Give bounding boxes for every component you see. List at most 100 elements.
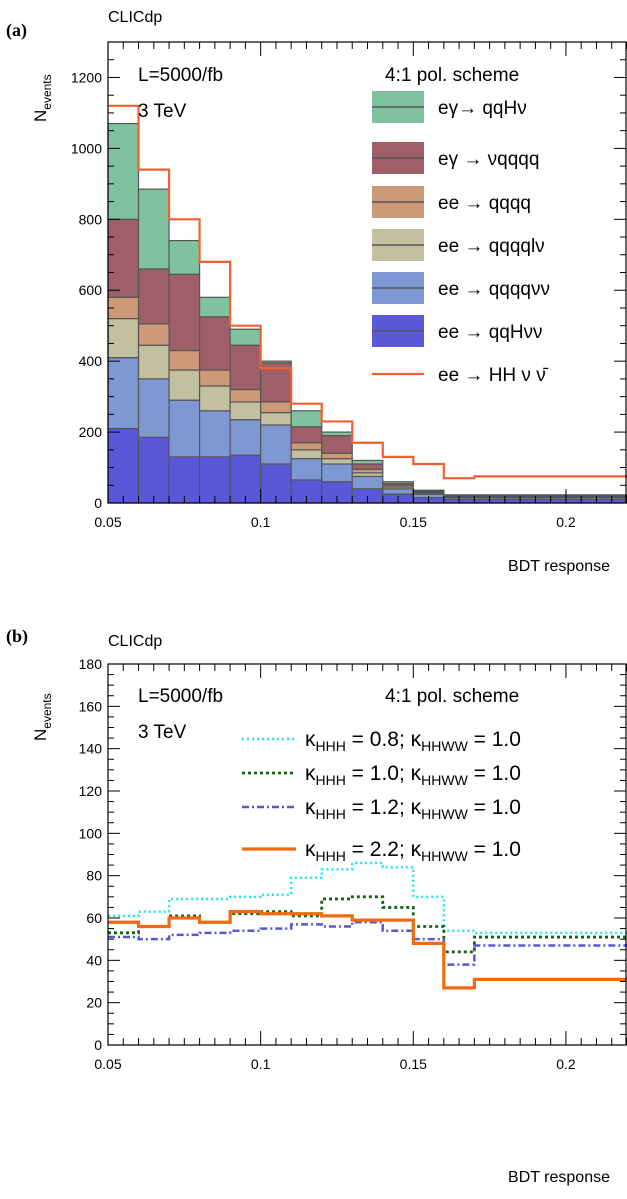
bar (198, 410, 231, 458)
y-axis-label-main: N (31, 110, 50, 122)
bar (168, 273, 201, 352)
energy-label: 3 TeV (138, 722, 187, 743)
bar (260, 401, 292, 414)
y-tick-label: 600 (79, 282, 103, 298)
x-tick-label: 0.15 (400, 514, 427, 530)
legend-mid: = 1.0; κ (346, 762, 422, 785)
bar (137, 323, 170, 346)
bar (565, 494, 598, 497)
y-tick-label: 1000 (71, 140, 102, 156)
bar (229, 454, 262, 504)
x-tick-label: 0.2 (556, 514, 576, 530)
bar (260, 411, 292, 426)
legend-label-signal: ee → HH ν ν̄ (438, 365, 549, 386)
legend-sub2: HHWW (421, 772, 468, 788)
bar (107, 218, 140, 298)
bar (198, 316, 231, 371)
legend-sub1: HHH (316, 848, 346, 864)
series-1 (107, 357, 627, 501)
bar (137, 378, 170, 438)
y-tick-label: 400 (79, 353, 103, 369)
bar (198, 369, 231, 387)
y-axis-label: Nevents (31, 74, 54, 122)
x-tick-label: 0.2 (556, 1056, 576, 1072)
y-tick-label: 0 (94, 1037, 102, 1053)
bar (260, 424, 292, 465)
polarization-label: 4:1 pol. scheme (385, 65, 519, 86)
legend-label: ee → qqqq (438, 193, 531, 214)
x-tick-label: 0.15 (400, 1056, 427, 1072)
bar (229, 401, 262, 421)
x-tick-label: 0.1 (251, 514, 271, 530)
y-tick-label: 100 (79, 825, 103, 841)
bar (137, 344, 170, 380)
header-text: CLICdp (108, 633, 162, 650)
y-axis-label-main: N (31, 729, 50, 741)
y-axis-label: Nevents (31, 693, 54, 741)
bar (168, 349, 201, 371)
y-tick-label: 120 (79, 783, 103, 799)
luminosity-label: L=5000/fb (138, 65, 223, 86)
legend-kappa: κ (305, 762, 316, 785)
polarization-label: 4:1 pol. scheme (385, 686, 519, 707)
bar (321, 431, 353, 437)
bar (351, 459, 384, 465)
bar (290, 449, 323, 460)
header-text: CLICdp (108, 9, 162, 26)
x-axis-label: BDT response (508, 558, 610, 575)
y-tick-label: 140 (79, 741, 103, 757)
legend-label: ee → qqHνν (438, 322, 543, 343)
bar (107, 122, 140, 220)
legend-sub1: HHH (316, 738, 346, 754)
bar (412, 489, 445, 492)
bar (229, 344, 262, 391)
x-tick-label: 0.05 (94, 514, 121, 530)
bar (107, 427, 140, 504)
bar (595, 494, 627, 497)
bar (321, 452, 353, 460)
bar (198, 296, 231, 318)
bar (290, 458, 323, 481)
x-axis-label: BDT response (508, 1169, 610, 1186)
signal-line (108, 104, 627, 480)
energy-label: 3 TeV (138, 101, 187, 122)
legend-label: κHHH = 1.2; κHHWW = 1.0 (305, 796, 521, 822)
series-line-0 (108, 861, 627, 935)
bar (107, 318, 140, 359)
y-axis-label-sub: events (40, 693, 54, 728)
series-5 (107, 122, 627, 497)
legend-label: ee → qqqqνν (438, 279, 550, 300)
bar (351, 463, 384, 470)
series-line-3 (108, 910, 627, 990)
legend-end: = 1.0 (468, 796, 521, 819)
bar (290, 426, 323, 444)
bar (107, 357, 140, 430)
panel-label: (a) (6, 20, 27, 41)
chart-b: 0 20 40 60 80 100 120 140 160 180 0.05 0.1 0.15 0.2 (b… (6, 626, 627, 1186)
legend-label: eγ → νqqqq (438, 149, 539, 170)
y-tick-label: 60 (86, 910, 102, 926)
bar (351, 475, 384, 490)
bar (198, 385, 231, 412)
bar (443, 494, 475, 497)
y-tick-label: 0 (94, 495, 102, 511)
series-4 (107, 218, 627, 497)
bar (260, 360, 292, 364)
legend-mid: = 1.2; κ (346, 796, 422, 819)
y-tick-label: 40 (86, 952, 102, 968)
bar (168, 399, 201, 458)
legend-end: = 1.0 (468, 838, 521, 861)
legend-sub2: HHWW (421, 848, 468, 864)
y-tick-label: 800 (79, 211, 103, 227)
legend-kappa: κ (305, 796, 316, 819)
bar (321, 463, 353, 483)
y-tick-label: 80 (86, 868, 102, 884)
legend-kappa: κ (305, 838, 316, 861)
legend-label: κHHH = 0.8; κHHWW = 1.0 (305, 728, 521, 754)
y-tick-label: 1200 (71, 69, 102, 85)
bar (321, 458, 353, 465)
y-tick-label: 200 (79, 424, 103, 440)
bar (321, 435, 353, 454)
x-tick-label: 0.05 (94, 1056, 121, 1072)
y-tick-label: 160 (79, 698, 103, 714)
